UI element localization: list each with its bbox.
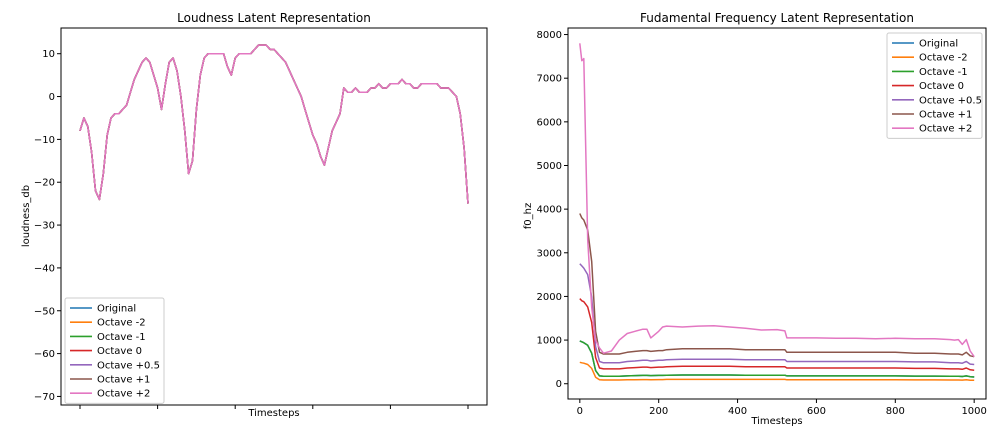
loudness-legend: Original Octave -2 Octave -1 Octave 0 Octave… xyxy=(64,297,165,404)
f0-legend-label-octave-1: Octave -1 xyxy=(919,67,968,78)
f0-y-ticks: 0 1000 2000 3000 4000 5000 6000 7000 8000 xyxy=(537,30,568,390)
f0-y-tick-label: 0 xyxy=(556,379,562,390)
f0-x-tick-label: 200 xyxy=(649,406,668,417)
loudness-y-tick-label: 0 xyxy=(49,92,55,103)
f0-legend: Original Octave -2 Octave -1 Octave 0 Octave… xyxy=(886,32,983,139)
f0-legend-label-octave-0-5: Octave +0.5 xyxy=(919,95,982,106)
loudness-plot-frame xyxy=(60,27,488,406)
loudness-legend-label-octave-1: Octave +1 xyxy=(97,375,150,386)
loudness-legend-label-original: Original xyxy=(97,304,136,315)
f0-y-tick-label: 1000 xyxy=(537,336,562,347)
loudness-y-tick-label: −30 xyxy=(34,221,55,232)
f0-line-octave-0 xyxy=(579,298,975,371)
f0-y-tick-label: 6000 xyxy=(537,117,562,128)
f0-x-tick-label: 600 xyxy=(807,406,826,417)
loudness-legend-label-octave-1: Octave -1 xyxy=(97,332,146,343)
f0-y-tick-label: 8000 xyxy=(537,30,562,41)
f0-x-tick-label: 400 xyxy=(728,406,747,417)
f0-y-axis-label: f0_hz xyxy=(523,203,534,229)
loudness-line-octave-0 xyxy=(79,44,469,204)
f0-line-octave-2 xyxy=(579,43,975,358)
loudness-y-tick-label: −70 xyxy=(34,392,55,403)
loudness-series-lines xyxy=(79,44,469,204)
f0-legend-box xyxy=(886,32,983,139)
f0-line-octave-0-5 xyxy=(579,263,975,366)
loudness-legend-label-octave-2: Octave -2 xyxy=(97,318,146,329)
f0-plot-frame xyxy=(567,27,987,400)
f0-legend-label-octave-0: Octave 0 xyxy=(919,81,964,92)
f0-x-axis-label: Timesteps xyxy=(750,416,802,427)
f0-y-tick-label: 7000 xyxy=(537,74,562,85)
f0-panel: Fudamental Frequency Latent Representati… xyxy=(523,11,987,427)
loudness-line-octave-1 xyxy=(79,44,469,204)
loudness-legend-label-octave-0-5: Octave +0.5 xyxy=(97,360,160,371)
loudness-y-tick-label: −50 xyxy=(34,306,55,317)
loudness-chart-title: Loudness Latent Representation xyxy=(177,11,371,25)
loudness-legend-box xyxy=(64,297,165,404)
loudness-x-axis-label: Timesteps xyxy=(247,408,299,419)
f0-chart-title: Fudamental Frequency Latent Representati… xyxy=(640,11,914,25)
f0-y-tick-label: 3000 xyxy=(537,248,562,259)
loudness-y-tick-label: 10 xyxy=(42,49,55,60)
f0-legend-label-octave-2: Octave -2 xyxy=(919,53,968,64)
f0-line-octave-1 xyxy=(579,213,975,358)
loudness-x-ticks xyxy=(79,405,469,409)
loudness-line-octave-2 xyxy=(79,44,469,204)
f0-y-tick-label: 4000 xyxy=(537,205,562,216)
loudness-legend-label-octave-0: Octave 0 xyxy=(97,346,142,357)
f0-legend-label-octave-2: Octave +2 xyxy=(919,124,972,135)
loudness-line-octave-0-5 xyxy=(79,44,469,204)
loudness-legend-label-octave-2: Octave +2 xyxy=(97,389,150,400)
f0-line-octave-2 xyxy=(579,361,975,382)
loudness-panel: Loudness Latent Representation 10 0 −10 −20… xyxy=(21,11,488,419)
loudness-line-original xyxy=(79,44,469,204)
loudness-line-octave-2 xyxy=(79,44,469,204)
f0-legend-label-octave-1: Octave +1 xyxy=(919,110,972,121)
f0-x-tick-label: 0 xyxy=(577,406,583,417)
f0-legend-label-original: Original xyxy=(919,39,958,50)
loudness-y-tick-label: −40 xyxy=(34,263,55,274)
f0-x-tick-label: 1000 xyxy=(961,406,986,417)
f0-x-tick-label: 800 xyxy=(886,406,905,417)
f0-line-octave-1 xyxy=(579,340,975,378)
f0-y-tick-label: 2000 xyxy=(537,292,562,303)
loudness-y-tick-label: −60 xyxy=(34,349,55,360)
loudness-y-ticks: 10 0 −10 −20 −30 −40 −50 −60 −70 xyxy=(34,49,61,403)
f0-x-ticks: 0 200 400 600 800 1000 xyxy=(577,399,987,417)
loudness-y-axis-label: loudness_db xyxy=(21,185,32,247)
loudness-line-octave-1 xyxy=(79,44,469,204)
loudness-y-tick-label: −10 xyxy=(34,135,55,146)
f0-series-lines xyxy=(579,43,975,382)
f0-y-tick-label: 5000 xyxy=(537,161,562,172)
loudness-y-tick-label: −20 xyxy=(34,178,55,189)
